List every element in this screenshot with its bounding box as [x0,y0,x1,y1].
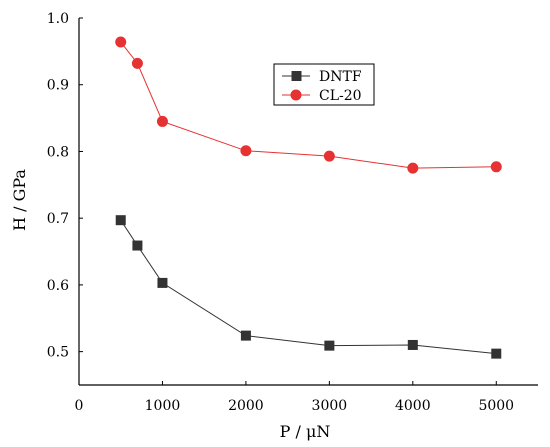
data-point [115,215,126,226]
y-tick-label: 0.6 [47,278,69,294]
y-axis-title: H / GPa [10,169,29,231]
data-point [156,115,168,127]
y-tick-label: 0.8 [47,144,69,160]
data-point [157,277,168,288]
series-dntf [115,215,502,359]
series-cl-20 [115,36,502,174]
legend-marker [291,71,302,81]
series-layer [115,36,502,359]
y-tick-label: 1.0 [47,11,69,27]
axes [78,18,538,386]
x-tick-label: 4000 [395,398,431,414]
data-point [132,240,143,251]
x-axis-title: P / μN [280,422,331,441]
legend-box [273,63,375,106]
legend: DNTF CL-20 [273,63,375,106]
y-tick-label: 0.9 [47,78,69,94]
data-point [491,348,502,359]
series-line [120,219,497,355]
x-tick-label: 2000 [228,398,264,414]
legend-marker [290,89,302,101]
data-point [240,330,251,341]
data-point [407,339,418,350]
legend-label: CL-20 [319,88,362,104]
data-point [490,161,502,173]
y-tick-label: 0.5 [47,345,69,361]
ticks: 0 1000 2000 3000 4000 5000 0.5 0.6 0.7 0.8 0.9 1.0 [47,11,514,414]
data-point [131,57,143,69]
data-point [323,150,335,162]
data-point [407,162,419,174]
x-tick-label: 1000 [145,398,181,414]
x-tick-label: 0 [75,398,84,414]
data-point [324,340,335,351]
x-tick-label: 3000 [312,398,348,414]
legend-label: DNTF [319,69,362,85]
data-point [240,145,252,157]
data-point [115,36,127,48]
y-tick-label: 0.7 [47,211,69,227]
x-tick-label: 5000 [478,398,514,414]
